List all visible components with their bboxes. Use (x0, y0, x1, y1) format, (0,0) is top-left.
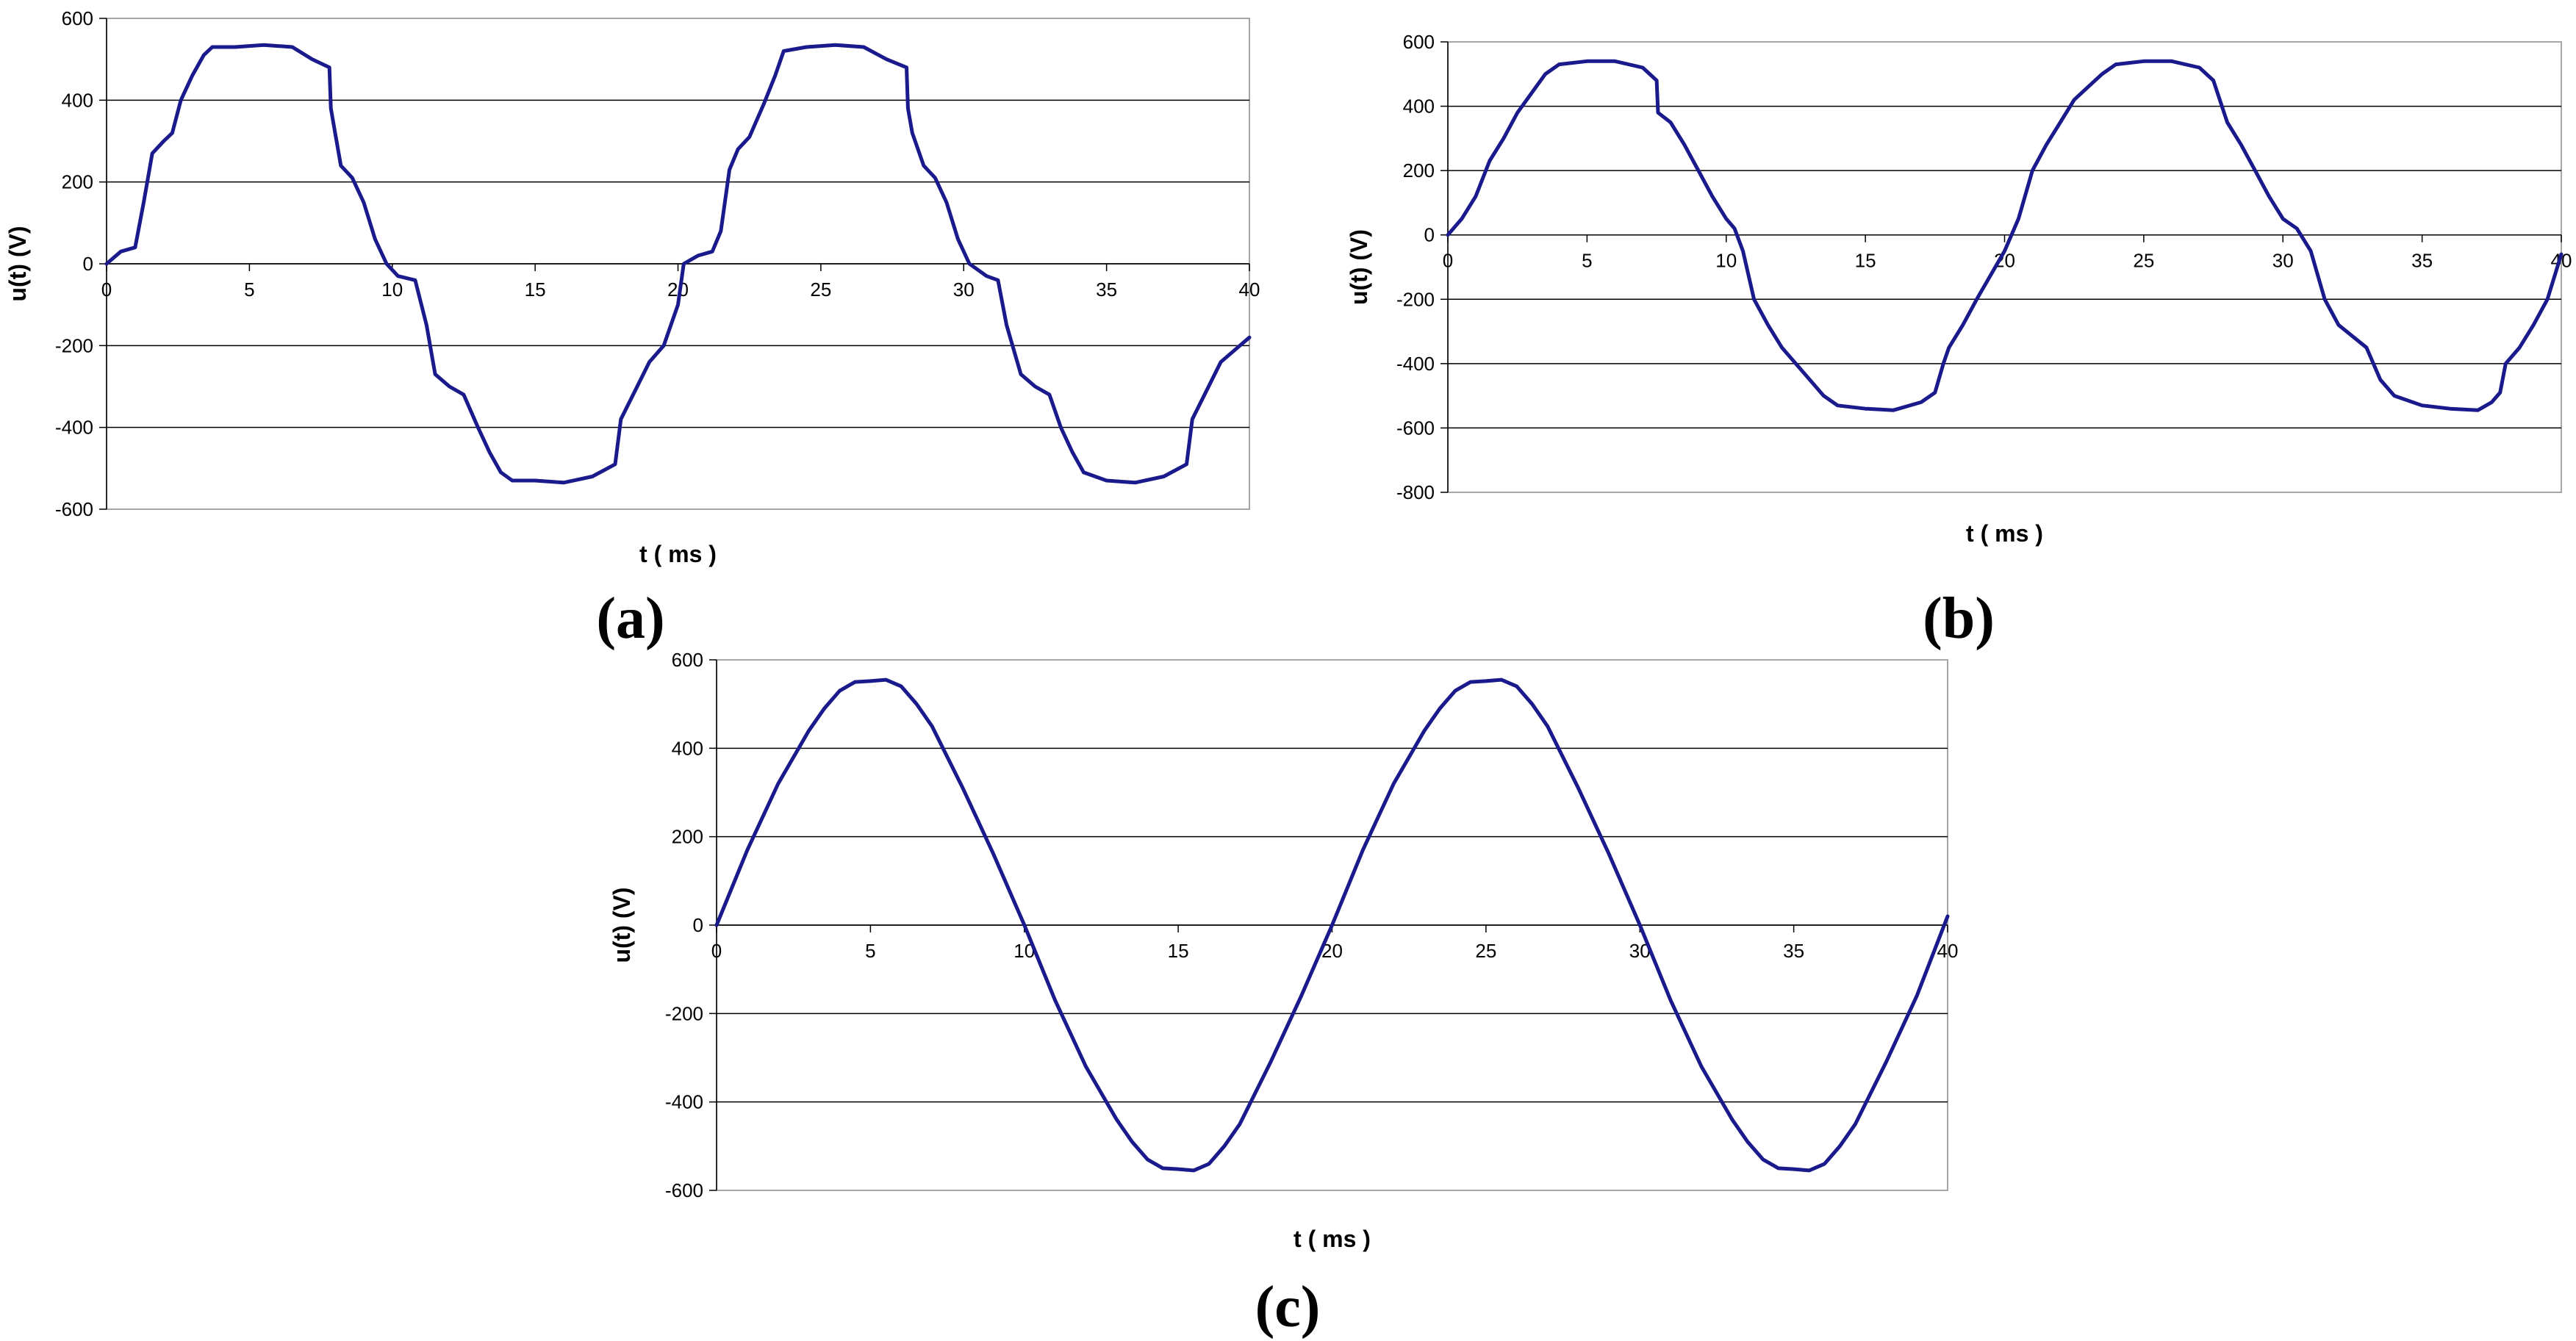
y-axis-title-b: u(t) (V) (1346, 229, 1372, 305)
x-tick-label-b: 30 (2272, 250, 2294, 272)
x-tick-label-b: 25 (2133, 250, 2154, 272)
y-tick-label-b: -400 (1396, 353, 1435, 375)
y-tick-label-b: 600 (1403, 31, 1435, 53)
x-tick-label-b: 10 (1715, 250, 1737, 272)
x-tick-label-a: 40 (1239, 278, 1260, 301)
x-axis-title-b: t ( ms ) (1966, 520, 2043, 547)
x-tick-label-c: 25 (1475, 940, 1496, 962)
y-tick-label-a: 400 (62, 89, 93, 111)
y-axis-title-c: u(t) (V) (609, 887, 635, 963)
x-tick-label-a: 30 (953, 278, 975, 301)
x-tick-label-b: 5 (1582, 250, 1592, 272)
y-tick-label-a: -200 (55, 334, 93, 356)
series-line-b-0 (1446, 59, 2564, 412)
y-tick-label-b: 400 (1403, 96, 1435, 118)
y-tick-label-a: 200 (62, 171, 93, 193)
x-tick-label-a: 25 (810, 278, 831, 301)
y-tick-label-c: -200 (665, 1002, 703, 1024)
y-tick-label-c: 0 (693, 914, 703, 936)
y-tick-label-c: 600 (672, 649, 703, 671)
y-tick-label-b: -200 (1396, 288, 1435, 310)
x-tick-label-a: 10 (381, 278, 403, 301)
y-tick-label-c: 200 (672, 826, 703, 848)
y-tick-label-a: 600 (62, 7, 93, 29)
y-tick-label-c: 400 (672, 737, 703, 759)
panel-label-c: (c) (1255, 1275, 1321, 1340)
x-tick-label-a: 15 (525, 278, 546, 301)
y-tick-label-b: 0 (1424, 224, 1435, 246)
y-tick-label-a: 0 (83, 253, 93, 275)
y-axis-title-a: u(t) (V) (4, 226, 31, 301)
x-tick-label-c: 15 (1168, 940, 1189, 962)
x-tick-label-a: 35 (1096, 278, 1117, 301)
y-tick-label-b: -600 (1396, 417, 1435, 439)
x-tick-label-c: 40 (1937, 940, 1959, 962)
panel-label-a: (a) (596, 586, 664, 651)
y-tick-label-c: -600 (665, 1179, 703, 1201)
x-axis-title-c: t ( ms ) (1294, 1226, 1371, 1252)
y-tick-label-a: -600 (55, 498, 93, 520)
x-tick-label-a: 5 (244, 278, 254, 301)
x-tick-label-c: 35 (1783, 940, 1804, 962)
x-axis-title-a: t ( ms ) (639, 541, 717, 567)
x-tick-label-b: 35 (2411, 250, 2433, 272)
series-line-a-0 (104, 43, 1252, 485)
y-tick-label-c: -400 (665, 1091, 703, 1113)
y-tick-label-b: -800 (1396, 481, 1435, 503)
x-tick-label-c: 5 (865, 940, 875, 962)
panel-label-b: (b) (1923, 586, 1995, 651)
y-tick-label-b: 200 (1403, 159, 1435, 181)
y-tick-label-a: -400 (55, 417, 93, 439)
series-line-c-0 (714, 677, 1950, 1173)
x-tick-label-b: 15 (1855, 250, 1876, 272)
